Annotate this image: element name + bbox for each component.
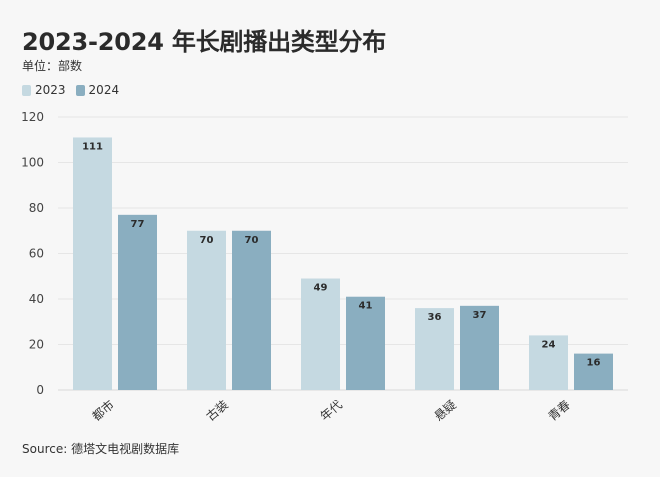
data-label-2024-年代: 41 — [359, 301, 373, 312]
legend-label-2024: 2024 — [88, 83, 120, 97]
data-label-2024-古装: 70 — [245, 235, 259, 246]
bar-2024-古装 — [232, 230, 271, 390]
bar-2023-悬疑 — [415, 308, 454, 390]
data-label-2023-都市: 111 — [82, 141, 103, 152]
legend-swatch-2024 — [75, 84, 85, 96]
y-tick-label-0: 0 — [36, 383, 44, 397]
y-tick-label-20: 20 — [29, 338, 44, 352]
bar-2024-年代 — [346, 296, 385, 390]
data-label-2024-青春: 16 — [587, 358, 601, 369]
y-tick-label-80: 80 — [29, 201, 44, 215]
data-label-2023-青春: 24 — [542, 339, 556, 350]
bar-2024-都市 — [118, 214, 157, 390]
y-tick-label-120: 120 — [21, 110, 44, 124]
bar-2023-古装 — [187, 230, 226, 390]
x-tick-label-古装: 古装 — [203, 397, 231, 424]
data-label-2023-悬疑: 36 — [428, 312, 442, 323]
x-tick-label-都市: 都市 — [89, 397, 117, 424]
bar-2024-悬疑 — [460, 305, 499, 390]
legend-swatch-2023 — [22, 84, 31, 96]
data-label-2024-悬疑: 37 — [473, 310, 487, 321]
legend-item-2023: 2023 — [22, 83, 66, 97]
source-note: Source: 德塔文电视剧数据库 — [22, 442, 180, 456]
data-label-2024-都市: 77 — [131, 219, 145, 230]
x-tick-label-年代: 年代 — [318, 398, 345, 424]
legend-item-2024: 2024 — [75, 83, 120, 97]
legend-label-2023: 2023 — [35, 83, 66, 97]
legend: 2023 2024 — [22, 83, 119, 97]
y-tick-label-60: 60 — [29, 247, 44, 261]
chart-unit-label: 单位：部数 — [22, 59, 83, 73]
bar-2023-年代 — [301, 278, 340, 390]
x-tick-label-悬疑: 悬疑 — [431, 397, 459, 424]
bar-2023-青春 — [529, 335, 568, 390]
y-tick-label-40: 40 — [29, 292, 44, 306]
x-tick-label-青春: 青春 — [546, 398, 573, 424]
data-label-2023-年代: 49 — [314, 283, 328, 294]
y-tick-label-100: 100 — [21, 156, 44, 170]
bar-2023-都市 — [73, 137, 112, 390]
data-label-2023-古装: 70 — [200, 235, 214, 246]
chart-title: 2023-2024 年长剧播出类型分布 — [22, 28, 387, 56]
bar-2024-青春 — [574, 353, 613, 390]
